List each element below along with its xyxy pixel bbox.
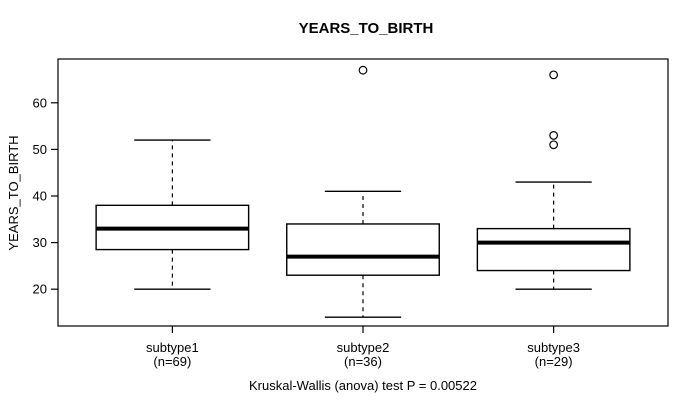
outlier-point: [549, 131, 559, 140]
y-tick-label: 60: [33, 95, 47, 110]
x-tick-label: subtype3: [527, 340, 580, 355]
outlier-point: [358, 65, 368, 75]
x-tick-sublabel: (n=69): [153, 354, 191, 369]
x-tick-label: subtype2: [337, 340, 390, 355]
kruskal-wallis-caption: Kruskal-Wallis (anova) test P = 0.00522: [249, 378, 477, 393]
y-tick-label: 40: [33, 188, 47, 203]
iqr-box: [286, 223, 440, 276]
iqr-box: [476, 227, 631, 272]
y-axis-label: YEARS_TO_BIRTH: [6, 135, 21, 250]
chart-layer: 20 30 40 50 60 subtype1(n=69) subtype2(n=36) su…: [33, 65, 631, 369]
outlier-point: [549, 140, 559, 150]
x-tick-sublabel: (n=36): [344, 354, 382, 369]
x-tick-label: subtype1: [146, 340, 199, 355]
x-tick-sublabel: (n=29): [535, 354, 573, 369]
y-tick-label: 20: [33, 282, 47, 297]
outlier-point: [549, 70, 559, 80]
chart-title: YEARS_TO_BIRTH: [299, 20, 434, 37]
y-tick-label: 30: [33, 235, 47, 250]
y-tick-label: 50: [33, 142, 47, 157]
